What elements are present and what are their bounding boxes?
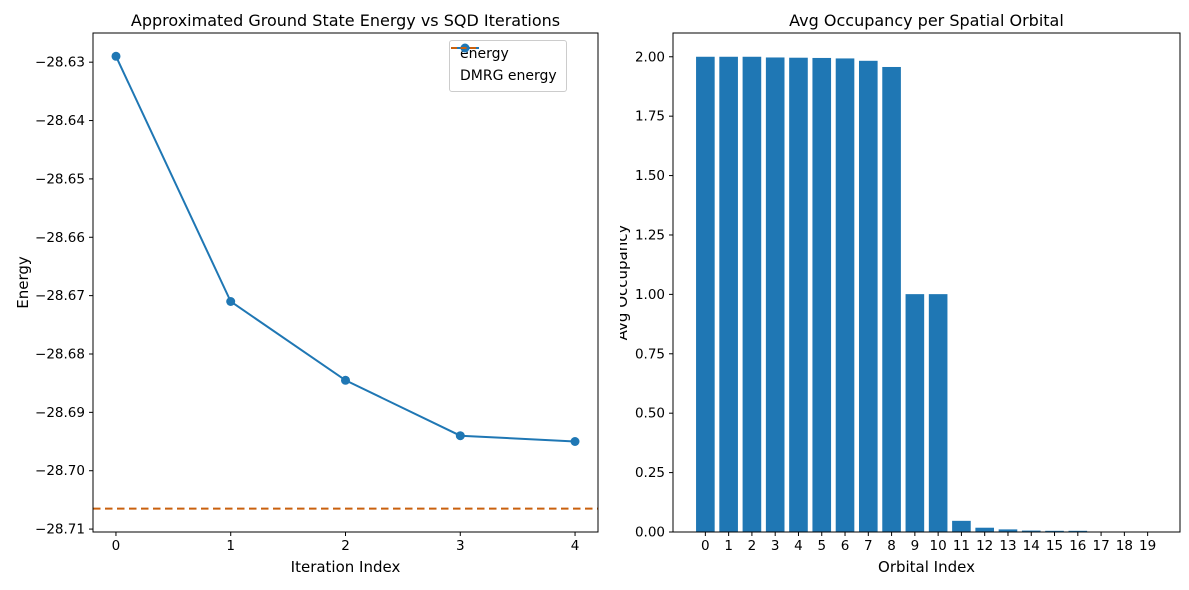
x-tick-label: 15: [1046, 538, 1063, 554]
bar-orbital-8: [882, 66, 901, 532]
y-tick-label: −28.63: [35, 55, 85, 71]
energy-line-chart: −28.63 −28.64 −28.65 −28.66 −28.67 −28.68 −28.…: [14, 11, 599, 576]
occupancy-bar-chart: 0.00 0.25 0.50 0.75 1.00 1.25 1.50 1.75 2.00 0 1 2 3…: [620, 0, 1189, 590]
x-tick-label: 16: [1069, 538, 1086, 554]
y-tick-label: 1.50: [635, 168, 665, 184]
bar-orbital-16: [1068, 530, 1088, 532]
y-tick-label: −28.67: [35, 288, 85, 304]
bar-orbital-2: [742, 56, 762, 532]
x-tick-label: 8: [887, 538, 896, 554]
y-tick-label: 0.50: [635, 406, 665, 422]
x-tick-label: 18: [1116, 538, 1133, 554]
y-tick-label: −28.64: [35, 113, 85, 129]
y-tick-label: −28.68: [35, 346, 85, 362]
bar-orbital-10: [928, 294, 948, 532]
bar-orbital-14: [1021, 530, 1041, 532]
x-tick-label: 11: [953, 538, 970, 554]
axes-border: [672, 32, 1181, 533]
y-tick-label: 2.00: [635, 49, 665, 65]
legend-label-energy: energy: [460, 46, 509, 62]
y-tick-label: 1.00: [635, 287, 665, 303]
x-tick-label: 3: [456, 538, 465, 554]
chart-title: Approximated Ground State Energy vs SQD …: [131, 11, 560, 30]
x-axis-label: Orbital Index: [878, 558, 975, 576]
x-tick-label: 3: [771, 538, 780, 554]
axes-border: [92, 32, 599, 533]
energy-point-2: [341, 375, 350, 385]
bar-orbital-0: [696, 56, 715, 532]
bar-orbital-15: [1045, 530, 1064, 532]
x-tick-label: 1: [226, 538, 235, 554]
x-tick-label: 2: [341, 538, 350, 554]
x-tick-label: 5: [817, 538, 826, 554]
y-axis-label: Avg Occupancy: [620, 225, 631, 341]
energy-point-0: [111, 51, 121, 61]
energy-point-4: [570, 437, 580, 446]
bar-orbital-12: [975, 527, 994, 532]
x-tick-label: 19: [1139, 538, 1156, 554]
x-tick-label: 6: [841, 538, 850, 554]
legend: energy DMRG energy: [449, 40, 567, 92]
energy-point-3: [455, 431, 465, 441]
x-tick-label: 4: [571, 538, 580, 554]
y-tick-label: 0.75: [635, 346, 665, 362]
x-tick-label: 17: [1092, 538, 1109, 554]
x-tick-label: 2: [748, 538, 757, 554]
y-tick-label: −28.66: [35, 230, 85, 246]
bar-orbital-11: [952, 520, 971, 532]
x-tick-label: 7: [864, 538, 873, 554]
y-tick-label: 0.00: [635, 525, 665, 541]
x-tick-label: 9: [911, 538, 920, 554]
y-tick-label: 1.25: [635, 227, 665, 243]
legend-item-dmrg-energy: DMRG energy: [451, 47, 557, 85]
bar-orbital-7: [858, 60, 878, 533]
y-tick-label: 0.25: [635, 465, 665, 481]
bar-orbital-5: [812, 57, 832, 532]
y-axis-label: Energy: [14, 256, 32, 309]
energy-point-1: [226, 297, 236, 306]
y-tick-label: −28.71: [35, 522, 85, 538]
y-tick-label: 1.75: [635, 109, 665, 125]
x-tick-label: 13: [999, 538, 1016, 554]
occupancy-bar-chart-canvas: 0.000.250.500.751.001.251.501.752.000 1 2 3…: [620, 11, 1181, 576]
x-tick-label: 10: [930, 538, 947, 554]
x-tick-label: 0: [112, 538, 121, 554]
x-tick-label: 0: [701, 538, 710, 554]
bar-orbital-13: [998, 529, 1018, 532]
chart-title: Avg Occupancy per Spatial Orbital: [789, 11, 1064, 30]
legend-dashed-line-sample: [451, 47, 479, 49]
legend-label-dmrg-energy: DMRG energy: [460, 67, 557, 84]
x-axis-label: Iteration Index: [291, 558, 401, 576]
x-tick-label: 12: [976, 538, 993, 554]
y-tick-label: −28.70: [35, 463, 85, 479]
energy-line-chart-canvas: −28.63 −28.64 −28.65 −28.66 −28.67 −28.68 −28.…: [14, 11, 599, 576]
bar-orbital-6: [835, 58, 855, 533]
x-tick-label: 14: [1023, 538, 1040, 554]
x-tick-label: 1: [724, 538, 733, 554]
y-tick-label: −28.69: [35, 405, 85, 421]
bar-orbital-1: [719, 56, 738, 532]
y-tick-label: −28.65: [35, 171, 85, 187]
x-tick-label: 4: [794, 538, 803, 554]
bar-orbital-4: [789, 57, 808, 533]
bar-orbital-3: [765, 57, 785, 532]
bar-orbital-9: [905, 294, 925, 532]
